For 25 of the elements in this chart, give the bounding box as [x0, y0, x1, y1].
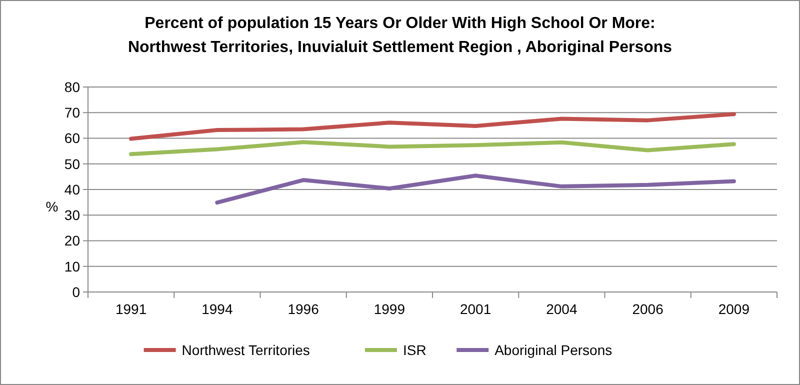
legend-label: ISR	[403, 342, 426, 358]
legend-label: Aboriginal Persons	[494, 342, 612, 358]
x-tick-label: 2001	[460, 301, 492, 317]
x-tick-label: 2009	[718, 301, 750, 317]
y-tick-label: 60	[64, 130, 80, 146]
y-tick-label: 0	[72, 284, 80, 300]
y-tick-label: 30	[64, 207, 80, 224]
x-tick-label: 1996	[288, 301, 320, 317]
line-series	[129, 112, 736, 141]
line-series	[129, 140, 736, 156]
x-tick-label: 1994	[202, 301, 233, 317]
y-axis-title: %	[46, 198, 58, 214]
y-tick-label: 70	[64, 104, 80, 121]
x-tick-label: 1991	[115, 301, 147, 317]
legend-label: Northwest Territories	[182, 342, 310, 358]
y-tick-label: 40	[64, 181, 80, 198]
x-tick-label: 2004	[546, 301, 578, 317]
x-tick-label: 2006	[632, 301, 664, 317]
y-tick-label: 80	[64, 78, 80, 95]
y-tick-label: 10	[64, 258, 80, 274]
line-series	[215, 174, 736, 205]
chart-title: Percent of population 15 Years Or Older With High School Or More: Northwest Territories, Inuvialuit Settlement Region , Aboriginal Persons	[128, 15, 672, 56]
x-tick-label: 1999	[374, 301, 406, 317]
y-tick-label: 50	[64, 156, 80, 172]
y-tick-label: 20	[64, 232, 80, 249]
